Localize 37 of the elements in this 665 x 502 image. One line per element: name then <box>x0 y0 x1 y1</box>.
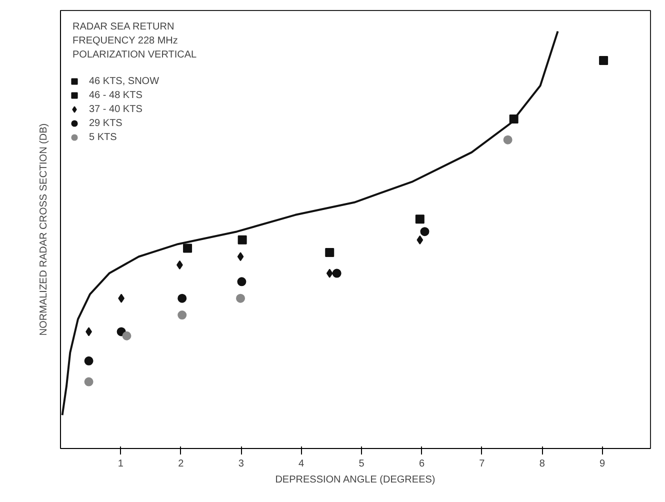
point <box>420 227 430 236</box>
point <box>415 214 424 224</box>
x-tick-label: 9 <box>600 458 606 470</box>
point <box>332 268 342 278</box>
x-tick-label: 7 <box>479 458 486 470</box>
x-tick-label: 8 <box>539 458 546 470</box>
x-tick-label: 5 <box>358 458 365 470</box>
x-tick-label: 1 <box>118 458 124 470</box>
annotation: RADAR SEA RETURN <box>72 22 174 32</box>
annotation: FREQUENCY 228 MHz <box>72 36 178 46</box>
annotation: POLARIZATION VERTICAL <box>72 50 198 60</box>
point <box>416 235 424 244</box>
x-tick-label: 6 <box>418 458 425 470</box>
x-axis-title: DEPRESSION ANGLE (DEGREES) <box>275 474 436 486</box>
x-tick-label: 3 <box>238 458 244 470</box>
point <box>236 294 246 303</box>
point <box>238 235 247 244</box>
point <box>237 252 244 262</box>
point <box>122 331 132 340</box>
point <box>178 294 187 303</box>
x-tick-label: 4 <box>298 458 305 470</box>
legend-label: 29 KTS <box>89 116 122 130</box>
point <box>325 248 334 257</box>
y-axis-title: NORMALIZED RADAR CROSS SECTION (DB) <box>38 123 50 336</box>
legend-label: 5 KTS <box>89 130 117 144</box>
point <box>237 277 246 286</box>
legend-label: 37 - 40 KTS <box>89 102 142 116</box>
point <box>178 310 187 320</box>
point <box>326 268 333 278</box>
legend-label: 46 - 48 KTS <box>89 88 142 102</box>
point <box>599 56 608 66</box>
x-tick-label: 2 <box>178 458 184 470</box>
point <box>84 356 94 366</box>
point <box>503 135 512 144</box>
point <box>183 244 192 253</box>
legend-label: 46 KTS, SNOW <box>89 74 160 88</box>
point <box>84 377 94 386</box>
